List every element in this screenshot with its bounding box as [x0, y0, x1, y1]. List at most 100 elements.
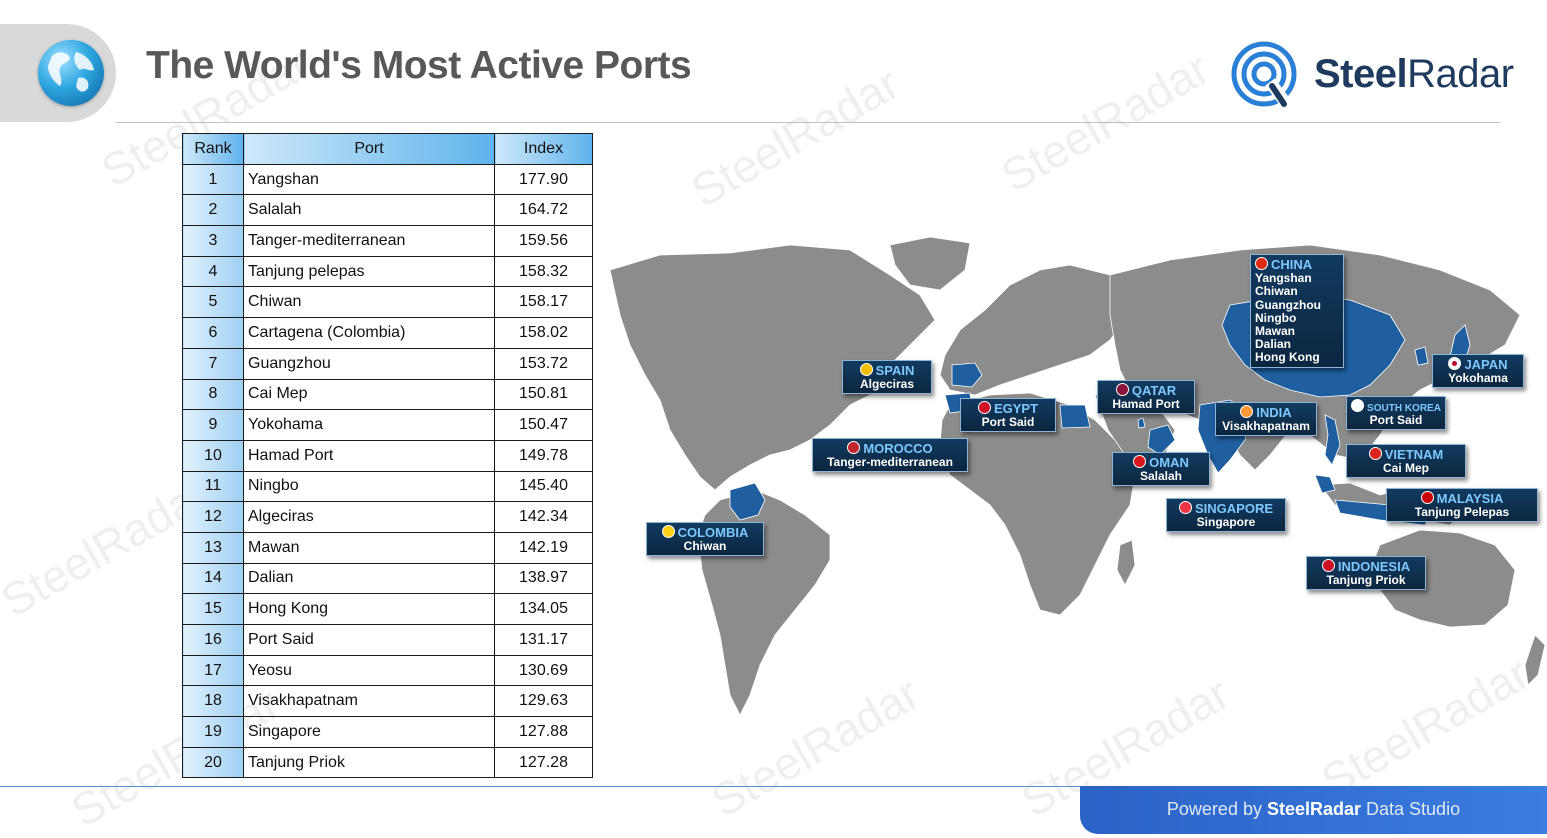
port-cell: Singapore	[243, 716, 495, 748]
port-cell: Yeosu	[243, 654, 495, 687]
rank-cell: 16	[182, 624, 244, 656]
table-row: 18 Visakhapatnam 129.63	[182, 685, 593, 718]
singapore-flag-icon	[1178, 501, 1192, 514]
index-cell: 138.97	[494, 562, 593, 595]
table-row: 2 Salalah 164.72	[182, 194, 593, 227]
column-header-port: Port	[243, 133, 495, 165]
egypt-flag-icon	[977, 401, 991, 414]
index-cell: 127.88	[494, 716, 593, 748]
rank-cell: 13	[182, 531, 244, 564]
port-cell: Yokohama	[243, 409, 495, 441]
colombia-flag-icon	[661, 525, 675, 538]
table-row: 4 Tanjung pelepas 158.32	[182, 255, 593, 288]
table-row: 10 Hamad Port 149.78	[182, 439, 593, 472]
index-cell: 177.90	[494, 163, 593, 196]
port-cell: Guangzhou	[243, 347, 495, 380]
rank-cell: 6	[182, 317, 244, 349]
brand-name: SteelRadar	[1314, 52, 1514, 96]
indonesia-flag-icon	[1321, 559, 1335, 572]
footer-prefix: Powered by	[1166, 799, 1267, 819]
europe-landmass	[939, 264, 1131, 396]
rank-cell: 9	[182, 409, 244, 441]
rank-cell: 1	[182, 163, 244, 196]
port-cell: Port Said	[243, 624, 495, 656]
column-header-index: Index	[494, 133, 593, 165]
callout-china: CHINA Yangshan Chiwan Guangzhou Ningbo M…	[1250, 254, 1344, 368]
port-cell: Tanger-mediterranean	[243, 225, 495, 257]
callout-japan: JAPAN Yokohama	[1432, 354, 1524, 389]
spain-highlight	[951, 362, 983, 388]
port-cell: Cai Mep	[243, 378, 495, 411]
rank-cell: 15	[182, 593, 244, 625]
index-cell: 142.34	[494, 501, 593, 533]
port-cell: Mawan	[243, 531, 495, 564]
callout-malaysia: MALAYSIA Tanjung Pelepas	[1386, 488, 1538, 523]
table-row: 20 Tanjung Priok 127.28	[182, 746, 593, 779]
index-cell: 153.72	[494, 347, 593, 380]
india-flag-icon	[1240, 405, 1254, 418]
rank-cell: 12	[182, 501, 244, 533]
index-cell: 129.63	[494, 685, 593, 718]
table-row: 5 Chiwan 158.17	[182, 286, 593, 319]
index-cell: 145.40	[494, 470, 593, 503]
south-korea-flag-icon	[1351, 399, 1365, 412]
callout-indonesia: INDONESIA Tanjung Priok	[1306, 556, 1426, 591]
rank-cell: 18	[182, 685, 244, 718]
rank-cell: 20	[182, 746, 244, 779]
table-row: 12 Algeciras 142.34	[182, 501, 593, 533]
index-cell: 158.02	[494, 317, 593, 349]
callout-morocco: MOROCCO Tanger-mediterranean	[812, 438, 968, 473]
index-cell: 158.17	[494, 286, 593, 319]
index-cell: 159.56	[494, 225, 593, 257]
china-flag-icon	[1255, 257, 1268, 270]
page-title: The World's Most Active Ports	[146, 44, 692, 87]
callout-colombia: COLOMBIA Chiwan	[646, 522, 764, 557]
table-row: 9 Yokohama 150.47	[182, 409, 593, 441]
index-cell: 127.28	[494, 746, 593, 779]
index-cell: 131.17	[494, 624, 593, 656]
north-america-landmass	[609, 244, 936, 491]
port-cell: Hamad Port	[243, 439, 495, 472]
callout-south-korea: SOUTH KOREA Port Said	[1346, 396, 1446, 431]
index-cell: 164.72	[494, 194, 593, 227]
port-cell: Algeciras	[243, 501, 495, 533]
table-row: 17 Yeosu 130.69	[182, 654, 593, 687]
footer-divider	[0, 786, 1547, 787]
vietnam-flag-icon	[1368, 447, 1382, 460]
colombia-highlight	[729, 482, 766, 521]
egypt-highlight	[1059, 404, 1091, 429]
table-row: 1 Yangshan 177.90	[182, 163, 593, 196]
port-cell: Cartagena (Colombia)	[243, 317, 495, 349]
globe-icon	[38, 40, 104, 106]
japan-flag-icon	[1448, 357, 1462, 370]
qatar-flag-icon	[1115, 383, 1129, 396]
index-cell: 150.81	[494, 378, 593, 411]
index-cell: 149.78	[494, 439, 593, 472]
port-cell: Tanjung pelepas	[243, 255, 495, 288]
morocco-flag-icon	[847, 441, 861, 454]
callout-oman: OMAN Salalah	[1112, 452, 1210, 487]
callout-vietnam: VIETNAM Cai Mep	[1346, 444, 1466, 479]
rank-cell: 11	[182, 470, 244, 503]
table-row: 3 Tanger-mediterranean 159.56	[182, 225, 593, 257]
rank-cell: 17	[182, 654, 244, 687]
port-cell: Visakhapatnam	[243, 685, 495, 718]
table-row: 14 Dalian 138.97	[182, 562, 593, 595]
index-cell: 158.32	[494, 255, 593, 288]
rank-cell: 19	[182, 716, 244, 748]
footer-brand: SteelRadar	[1266, 799, 1362, 819]
title-divider	[116, 122, 1500, 123]
vietnam-highlight	[1324, 414, 1341, 466]
qatar-highlight	[1137, 417, 1146, 429]
footer-banner: Powered by SteelRadar Data Studio	[1080, 786, 1547, 834]
index-cell: 134.05	[494, 593, 593, 625]
rank-cell: 4	[182, 255, 244, 288]
radar-icon	[1231, 41, 1297, 110]
column-header-rank: Rank	[182, 133, 244, 165]
malaysia-highlight	[1314, 474, 1336, 494]
table-row: 19 Singapore 127.88	[182, 716, 593, 748]
malaysia-flag-icon	[1420, 491, 1434, 504]
index-cell: 142.19	[494, 531, 593, 564]
rank-cell: 2	[182, 194, 244, 227]
oman-highlight	[1147, 424, 1176, 456]
